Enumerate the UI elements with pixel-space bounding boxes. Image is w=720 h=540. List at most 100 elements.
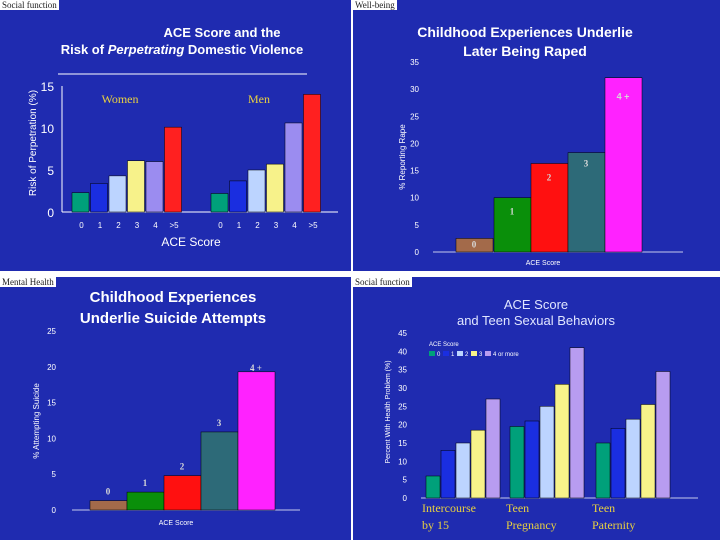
bar <box>266 163 284 213</box>
bar <box>303 94 321 213</box>
y-tick-label: 20 <box>398 421 407 430</box>
y-tick-label: 10 <box>410 194 419 203</box>
x-category-label: by 15 <box>422 518 449 532</box>
bar <box>485 398 501 499</box>
y-tick-label: 30 <box>410 85 419 94</box>
y-axis-label: % Reporting Rape <box>398 124 407 190</box>
bar-label: 1 <box>510 207 515 217</box>
chart-title: ACE Score and the <box>163 25 280 40</box>
bar-label: 2 <box>180 462 185 472</box>
legend-swatch <box>457 351 463 356</box>
bar <box>610 428 626 499</box>
x-category-label: Teen <box>592 501 615 515</box>
bar <box>247 169 266 213</box>
panel-divider-vertical <box>351 0 353 540</box>
panel-tag: Well-being <box>353 0 397 10</box>
y-axis-label: Percent With Health Problem (%) <box>385 360 392 463</box>
bar-label: 3 <box>217 418 222 428</box>
y-tick-label: 45 <box>398 329 407 338</box>
bar-label: 1 <box>143 478 148 488</box>
bar <box>470 429 486 499</box>
bar <box>539 406 555 499</box>
x-tick-label: >5 <box>169 221 179 230</box>
chart-later-raped: Childhood Experiences Underlie Later Bein… <box>353 0 720 271</box>
chart-title-line2: and Teen Sexual Behaviors <box>457 313 616 328</box>
panel-teen-behaviors: ACE Score and Teen Sexual Behaviors 0 5 10 15… <box>353 277 720 540</box>
y-tick-label: 10 <box>41 122 55 136</box>
bar-label: 4 + <box>617 92 630 102</box>
y-tick-label: 30 <box>398 384 407 393</box>
y-tick-label: 0 <box>47 206 54 220</box>
x-tick-label: 2 <box>116 221 121 230</box>
chart-title-line2: Later Being Raped <box>463 43 587 59</box>
legend-swatch <box>443 351 449 356</box>
group-label: Men <box>248 92 270 106</box>
chart-title: ACE Score <box>504 297 568 312</box>
x-tick-label: 3 <box>274 221 279 230</box>
bar <box>71 192 90 213</box>
x-tick-label: 3 <box>135 221 140 230</box>
bar <box>567 152 606 253</box>
bar <box>284 122 303 213</box>
y-tick-label: 5 <box>47 164 54 178</box>
x-category-label: Pregnancy <box>506 518 557 532</box>
y-axis-label: % Attempting Suicide <box>32 383 41 459</box>
chart-title-line2: Underlie Suicide Attempts <box>80 310 266 327</box>
bar-label: 3 <box>584 159 589 169</box>
chart-domestic-violence: ACE Score and the Risk of Perpetrating Do… <box>0 0 351 271</box>
bar <box>493 197 532 253</box>
chart-title: Childhood Experiences Underlie <box>417 24 633 40</box>
x-category-label: Paternity <box>592 518 635 532</box>
panel-tag: Mental Health <box>0 277 56 287</box>
y-tick-label: 0 <box>415 248 420 257</box>
bar <box>509 426 525 499</box>
panel-suicide-attempts: Childhood Experiences Underlie Suicide At… <box>0 277 351 540</box>
y-tick-label: 10 <box>398 457 407 466</box>
y-tick-label: 20 <box>410 139 419 148</box>
bar <box>210 193 229 213</box>
y-tick-label: 5 <box>415 221 420 230</box>
bar <box>569 347 585 499</box>
x-tick-label: 0 <box>218 221 223 230</box>
bar <box>145 161 164 213</box>
bar <box>655 371 671 499</box>
group-label: Women <box>101 92 138 106</box>
y-tick-label: 5 <box>403 476 408 485</box>
legend-label: 1 <box>451 352 455 358</box>
chart-title: Childhood Experiences <box>90 289 257 306</box>
y-tick-label: 0 <box>403 494 408 503</box>
y-tick-label: 0 <box>52 506 57 515</box>
x-tick-label: 1 <box>237 221 242 230</box>
x-tick-label: 0 <box>79 221 84 230</box>
x-tick-label: >5 <box>308 221 318 230</box>
y-tick-label: 5 <box>52 470 57 479</box>
bar <box>237 371 276 511</box>
y-axis-label: Risk of Perpetration (%) <box>28 90 39 196</box>
bar-label: 2 <box>547 173 552 183</box>
legend-swatch <box>485 351 491 356</box>
y-tick-label: 15 <box>47 399 56 408</box>
legend-label: 3 <box>479 352 483 358</box>
x-tick-label: 4 <box>153 221 158 230</box>
x-tick-label: 1 <box>98 221 103 230</box>
y-tick-label: 25 <box>47 327 56 336</box>
y-tick-label: 35 <box>410 58 419 67</box>
bar <box>640 404 656 499</box>
bar <box>127 160 145 213</box>
bar <box>455 442 471 499</box>
legend-label: 4 or more <box>493 352 519 358</box>
x-category-label: Intercourse <box>422 501 476 515</box>
bar <box>625 418 641 499</box>
bar <box>524 420 540 499</box>
bar <box>229 180 247 213</box>
chart-title-line2: Risk of Perpetrating Domestic Violence <box>61 42 304 57</box>
y-tick-label: 25 <box>410 112 419 121</box>
bar-label: 0 <box>472 239 477 249</box>
bar <box>455 238 494 253</box>
y-tick-label: 15 <box>398 439 407 448</box>
legend-swatch <box>471 351 477 356</box>
bar <box>164 126 182 213</box>
panel-divider-horizontal <box>0 271 720 277</box>
bar <box>530 163 569 253</box>
legend-swatch <box>429 351 435 356</box>
